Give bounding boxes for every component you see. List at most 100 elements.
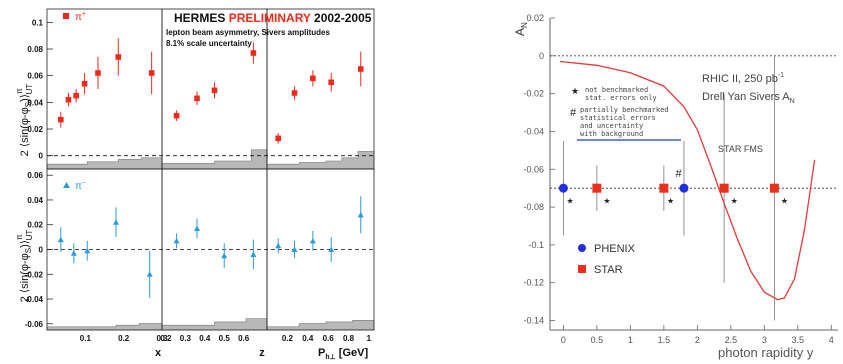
hash-note-icon: # xyxy=(570,107,577,119)
rhic-y-tick-label: 0 xyxy=(539,51,544,61)
pt-tick-label: 0.6 xyxy=(323,334,335,343)
data-point-pi-minus xyxy=(173,237,180,244)
y-tick-label: 0.02 xyxy=(27,125,43,134)
rhic-y-tick-label: -0.14 xyxy=(523,316,544,326)
hermes-ylabel-bottom: 2 ⟨sin(φ-φS)⟩πUT xyxy=(15,230,34,303)
data-point-pi-plus xyxy=(73,92,79,99)
pi-minus-legend: π− xyxy=(75,180,86,192)
data-point-pi-plus xyxy=(148,70,155,76)
hermes-xlabel-z: z xyxy=(259,347,265,359)
data-point-pi-plus xyxy=(95,70,101,76)
rhic-y-tick-label: 0.02 xyxy=(526,13,544,23)
rhic-note-hash-4: with background xyxy=(580,130,643,138)
pt-tick-label: 0.4 xyxy=(302,334,314,343)
rhic-y-tick-label: -0.02 xyxy=(523,89,544,99)
sivers-curve xyxy=(559,60,816,301)
data-point-pi-plus xyxy=(211,87,218,94)
data-point-pi-minus xyxy=(146,271,153,277)
pi-plus-marker-icon xyxy=(63,13,69,19)
y-tick-label: 0 xyxy=(39,152,44,161)
data-point-pi-minus xyxy=(57,236,64,243)
data-point-pi-plus xyxy=(173,112,180,119)
x-tick-label: 0.1 xyxy=(80,334,92,343)
hermes-xlabel-x: x xyxy=(155,347,162,359)
data-point-pi-minus xyxy=(70,250,77,256)
y-tick-label: -0.04 xyxy=(25,295,44,304)
z-tick-label: 0.4 xyxy=(199,334,211,343)
rhic-y-tick-label: -0.1 xyxy=(528,240,544,250)
pt-tick-label: 1 xyxy=(367,334,372,343)
z-tick-label: 0.6 xyxy=(238,334,250,343)
rhic-x-tick-label: 0.5 xyxy=(591,335,604,345)
y-tick-label: -0.06 xyxy=(25,320,44,329)
hermes-ylabel-top: 2 ⟨sin(φ-φS)⟩πUT xyxy=(15,84,34,157)
rhic-note-star: not benchmarked xyxy=(585,86,648,94)
data-point-pi-minus xyxy=(309,237,316,244)
rhic-note-star-2: stat. errors only xyxy=(585,94,657,102)
star-point xyxy=(659,183,669,193)
z-tick-label: 0.5 xyxy=(219,334,231,343)
data-point-pi-plus xyxy=(81,80,88,87)
star-note-icon: ★ xyxy=(571,86,579,96)
y-tick-label: 0 xyxy=(39,246,44,255)
data-point-pi-plus xyxy=(310,75,316,82)
rhic-ylabel: AN xyxy=(513,22,529,36)
pt-tick-label: 0.2 xyxy=(282,334,294,343)
data-point-pi-plus xyxy=(115,54,122,60)
rhic-x-tick-label: 4 xyxy=(829,335,834,345)
x-tick-label: 0.2 xyxy=(118,334,130,343)
hermes-banner: HERMES PRELIMINARY 2002-2005 xyxy=(174,11,372,25)
y-tick-label: 0.02 xyxy=(27,221,43,230)
data-point-pi-minus xyxy=(328,246,335,252)
y-tick-label: -0.02 xyxy=(25,270,44,279)
data-point-pi-minus xyxy=(357,211,364,218)
y-tick-label: 0.1 xyxy=(32,18,44,27)
data-point-pi-minus xyxy=(291,246,298,252)
rhic-background xyxy=(505,0,843,364)
data-point-pi-plus xyxy=(65,96,72,103)
y-tick-label: 0.04 xyxy=(27,98,43,107)
hermes-subtitle-1: lepton beam asymmetry, Sivers amplitudes xyxy=(166,28,330,37)
rhic-legend-phenix: PHENIX xyxy=(594,243,636,255)
data-point-pi-minus xyxy=(113,219,119,225)
rhic-x-tick-label: 2.5 xyxy=(725,335,738,345)
star-point xyxy=(592,183,602,193)
rhic-annotation-title-1: RHIC II, 250 pb-1 xyxy=(702,72,784,85)
hash-marker-icon: # xyxy=(676,168,683,180)
hermes-figure: 0.1 0.08 0.06 0.04 0.02 0 0.06 0.04 0.02 0 -0.02 -0… xyxy=(0,0,375,364)
hermes-subtitle-2: 8.1% scale uncertainty xyxy=(166,39,252,48)
data-point-pi-minus xyxy=(84,247,91,254)
star-marker-icon: ★ xyxy=(781,196,788,205)
data-point-pi-minus xyxy=(194,225,200,231)
star-point xyxy=(719,183,729,193)
z-tick-label: 0.2 xyxy=(160,334,172,343)
data-point-pi-plus xyxy=(357,66,364,72)
rhic-y-tick-label: -0.04 xyxy=(523,126,544,136)
rhic-figure: 0.02 0 -0.02 -0.04 -0.06 -0.08 -0.1 -0.12 -0.14 0… xyxy=(505,0,843,364)
pi-plus-legend: π+ xyxy=(75,11,86,23)
star-legend-marker-icon xyxy=(578,265,586,273)
y-tick-label: 0.04 xyxy=(27,196,43,205)
star-marker-icon: ★ xyxy=(731,196,738,205)
data-point-pi-plus xyxy=(291,90,298,96)
rhic-y-tick-label: -0.08 xyxy=(523,202,544,212)
star-marker-icon: ★ xyxy=(567,196,574,205)
rhic-star-fms-label: STAR FMS xyxy=(718,144,763,154)
rhic-note-hash-2: statistical errors xyxy=(580,114,656,122)
rhic-x-tick-label: 3 xyxy=(762,335,767,345)
hermes-top-bg xyxy=(47,9,374,169)
data-point-pi-plus xyxy=(58,116,64,123)
data-point-pi-minus xyxy=(250,251,257,257)
y-tick-label: 0.06 xyxy=(27,72,43,81)
y-tick-label: 0.06 xyxy=(27,171,43,180)
rhic-note-hash-3: and uncertainty xyxy=(580,122,643,130)
data-point-pi-plus xyxy=(328,79,334,86)
rhic-annotation-title-2: Drell Yan Sivers AN xyxy=(702,91,795,105)
rhic-x-tick-label: 2 xyxy=(695,335,700,345)
pi-minus-marker-icon xyxy=(63,182,70,188)
data-point-pi-plus xyxy=(275,135,282,142)
phenix-point xyxy=(679,183,689,193)
pt-tick-label: 0.8 xyxy=(343,334,355,343)
hermes-xlabel-pt: Ph⊥ [GeV] xyxy=(318,347,368,361)
